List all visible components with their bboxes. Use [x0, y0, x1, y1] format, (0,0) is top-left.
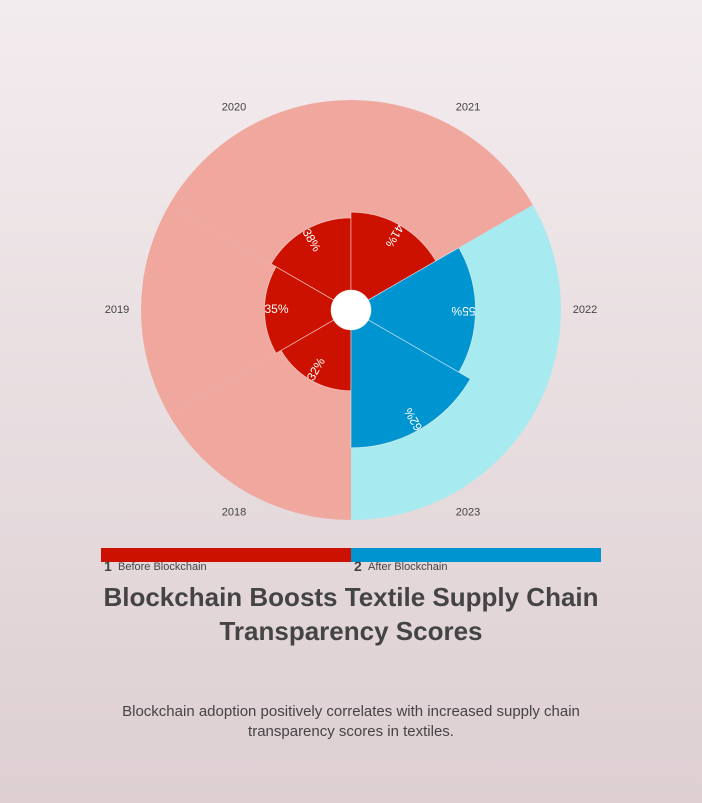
background-sector-2019: [141, 205, 334, 415]
category-label-2020: 2020: [222, 101, 246, 113]
legend-swatch-before: [101, 548, 351, 562]
legend-swatch-after: [351, 548, 601, 562]
legend-number-after: 2: [354, 558, 362, 574]
value-label-2019: 35%: [264, 302, 288, 316]
legend-item-before[interactable]: 1 Before Blockchain: [101, 548, 351, 578]
legend: 1 Before Blockchain 2 After Blockchain: [101, 548, 601, 578]
bars: [264, 211, 476, 449]
category-label-2018: 2018: [222, 507, 246, 519]
center-hole: [331, 290, 371, 330]
chart-subtitle: Blockchain adoption positively correlate…: [122, 703, 580, 740]
legend-label-after: After Blockchain: [368, 561, 448, 573]
radial-chart: 32% 35% 38% 41% 55% 62% 2018 2019 2020 2021 2022 2…: [105, 100, 597, 520]
legend-number-before: 1: [104, 558, 112, 574]
category-labels: 2018 2019 2020 2021 2022 2023: [105, 101, 597, 518]
value-label-2022: 55%: [451, 304, 475, 318]
legend-label-before: Before Blockchain: [118, 561, 207, 573]
category-label-2023: 2023: [456, 507, 480, 519]
legend-item-after[interactable]: 2 After Blockchain: [351, 548, 601, 578]
category-label-2022: 2022: [573, 304, 597, 316]
category-label-2021: 2021: [456, 101, 480, 113]
chart-title: Blockchain Boosts Textile Supply Chain T…: [103, 582, 599, 646]
category-label-2019: 2019: [105, 304, 129, 316]
